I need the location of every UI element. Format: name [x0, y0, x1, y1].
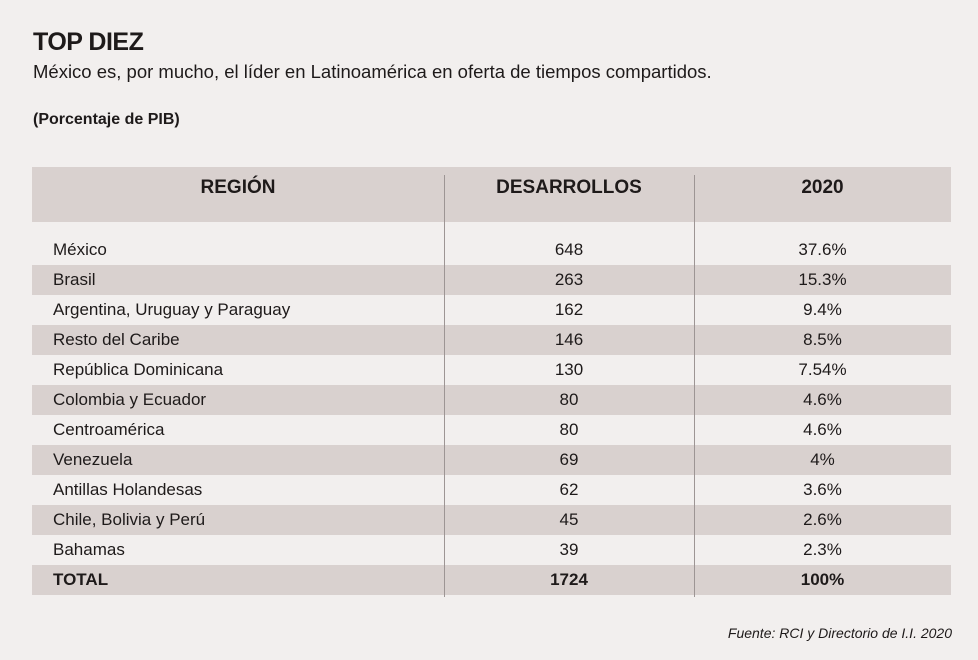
- column-divider: [444, 175, 445, 597]
- cell-region: Resto del Caribe: [53, 330, 180, 349]
- cell-region: México: [53, 240, 107, 259]
- cell-desarrollos: 648: [554, 240, 584, 259]
- cell-region: Brasil: [53, 270, 96, 289]
- cell-desarrollos: 62: [559, 480, 579, 499]
- cell-desarrollos: 45: [559, 510, 579, 529]
- data-table: REGIÓN DESARROLLOS 2020 México 648 37.6% Br…: [32, 167, 951, 595]
- cell-desarrollos: 130: [554, 360, 584, 379]
- cell-region: Bahamas: [53, 540, 125, 559]
- cell-percent: 2.3%: [803, 540, 842, 559]
- cell-percent: 4%: [810, 450, 835, 469]
- cell-percent: 37.6%: [798, 240, 847, 259]
- table-row: México 648 37.6%: [32, 235, 951, 265]
- cell-region: Chile, Bolivia y Perú: [53, 510, 206, 529]
- cell-percent: 7.54%: [798, 360, 847, 379]
- cell-region: República Dominicana: [53, 360, 224, 379]
- table-row: Bahamas 39 2.3%: [32, 535, 951, 565]
- column-header-desarrollos: DESARROLLOS: [496, 177, 642, 198]
- source-note: Fuente: RCI y Directorio de I.I. 2020: [727, 625, 952, 641]
- cell-percent: 9.4%: [803, 300, 842, 319]
- total-percent: 100%: [800, 570, 845, 589]
- cell-percent: 8.5%: [803, 330, 842, 349]
- table-header: REGIÓN DESARROLLOS 2020: [32, 167, 951, 222]
- cell-region: Venezuela: [53, 450, 133, 469]
- cell-percent: 2.6%: [803, 510, 842, 529]
- table-row: Colombia y Ecuador 80 4.6%: [32, 385, 951, 415]
- table-row: Venezuela 69 4%: [32, 445, 951, 475]
- cell-percent: 3.6%: [803, 480, 842, 499]
- column-header-2020: 2020: [801, 177, 844, 198]
- column-divider: [694, 175, 695, 597]
- table-row: Brasil 263 15.3%: [32, 265, 951, 295]
- cell-desarrollos: 146: [554, 330, 584, 349]
- total-label: TOTAL: [53, 570, 109, 589]
- cell-region: Antillas Holandesas: [53, 480, 203, 499]
- cell-desarrollos: 80: [559, 390, 579, 409]
- cell-percent: 15.3%: [798, 270, 847, 289]
- table-row: República Dominicana 130 7.54%: [32, 355, 951, 385]
- title: TOP DIEZ: [33, 28, 144, 56]
- cell-desarrollos: 263: [554, 270, 584, 289]
- cell-percent: 4.6%: [803, 420, 842, 439]
- column-header-region: REGIÓN: [200, 177, 276, 198]
- cell-region: Centroamérica: [53, 420, 165, 439]
- table-row: Resto del Caribe 146 8.5%: [32, 325, 951, 355]
- cell-desarrollos: 69: [559, 450, 579, 469]
- cell-percent: 4.6%: [803, 390, 842, 409]
- cell-region: Colombia y Ecuador: [53, 390, 207, 409]
- unit-note: (Porcentaje de PIB): [33, 111, 180, 128]
- cell-desarrollos: 162: [554, 300, 584, 319]
- total-desarrollos: 1724: [550, 570, 588, 589]
- table-row: Centroamérica 80 4.6%: [32, 415, 951, 445]
- table-row: Chile, Bolivia y Perú 45 2.6%: [32, 505, 951, 535]
- cell-desarrollos: 39: [559, 540, 579, 559]
- table-row: Argentina, Uruguay y Paraguay 162 9.4%: [32, 295, 951, 325]
- subtitle: México es, por mucho, el líder en Latino…: [33, 61, 712, 82]
- total-row: TOTAL 1724 100%: [32, 565, 951, 595]
- cell-region: Argentina, Uruguay y Paraguay: [53, 300, 291, 319]
- cell-desarrollos: 80: [559, 420, 579, 439]
- table-row: Antillas Holandesas 62 3.6%: [32, 475, 951, 505]
